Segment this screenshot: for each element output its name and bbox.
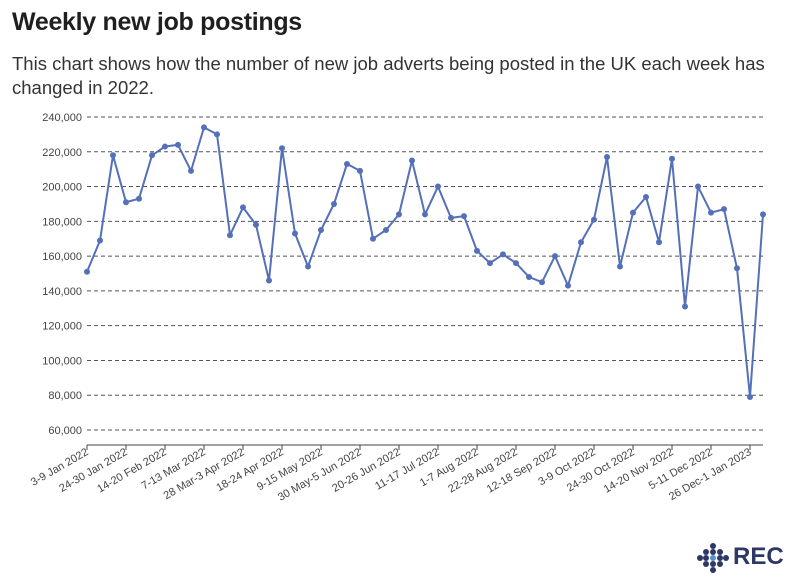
data-point [175,141,181,148]
data-point [682,303,688,310]
y-tick-label: 220,000 [42,147,82,159]
rec-logo-text: REC [733,543,784,570]
data-point [604,153,610,160]
data-point [695,183,701,190]
data-point [344,160,350,167]
data-point [435,183,441,190]
data-point [578,239,584,246]
data-point [331,200,337,207]
data-point [669,155,675,162]
data-point [305,263,311,270]
data-point [162,143,168,150]
data-point [253,221,259,228]
data-point [734,265,740,272]
rec-logo-icon [697,543,729,573]
data-point [97,237,103,244]
data-point [591,216,597,223]
data-point [123,199,129,206]
y-tick-label: 160,000 [42,251,82,263]
data-point [539,279,545,286]
data-point [500,251,506,258]
data-point [383,227,389,234]
y-tick-label: 240,000 [42,112,82,124]
data-point [474,247,480,254]
y-tick-label: 100,000 [42,355,82,367]
series-points [84,124,766,400]
x-tick-label: 18-24 Apr 2022 [214,446,285,494]
gridlines [87,116,763,431]
data-point [266,277,272,284]
data-point [565,282,571,289]
data-point [448,214,454,221]
data-point [318,227,324,234]
y-tick-label: 180,000 [42,216,82,228]
data-point [643,193,649,200]
data-point [760,211,766,218]
chart-title: Weekly new job postings [12,8,302,36]
y-tick-label: 200,000 [42,182,82,194]
data-point [292,230,298,237]
data-point [240,204,246,211]
data-point [409,157,415,164]
data-point [617,263,623,270]
data-point [708,209,714,216]
y-tick-label: 80,000 [48,390,82,402]
data-point [357,167,363,174]
data-point [747,393,753,400]
y-axis-ticks: 60,000 80,000 100,000 120,000 140,000 160,000… [42,112,82,437]
series-line [86,126,764,398]
data-point [487,260,493,267]
data-point [370,235,376,242]
y-tick-label: 120,000 [42,321,82,333]
series-line-path [86,126,764,398]
data-point [201,124,207,131]
chart-subtitle: This chart shows how the number of new j… [12,53,765,98]
data-point [630,209,636,216]
data-point [396,211,402,218]
data-point [526,273,532,280]
rec-logo: REC [697,542,787,574]
data-point [513,260,519,267]
y-tick-label: 140,000 [42,286,82,298]
data-point [422,211,428,218]
data-point [227,232,233,239]
data-point [461,213,467,220]
data-point [149,152,155,159]
data-point [279,145,285,152]
data-point [214,131,220,138]
data-point [721,206,727,213]
data-point [656,239,662,246]
data-point [136,195,142,202]
data-point [552,253,558,260]
y-tick-label: 60,000 [48,425,82,437]
data-point [110,152,116,159]
data-point [188,167,194,174]
data-point [84,268,90,275]
